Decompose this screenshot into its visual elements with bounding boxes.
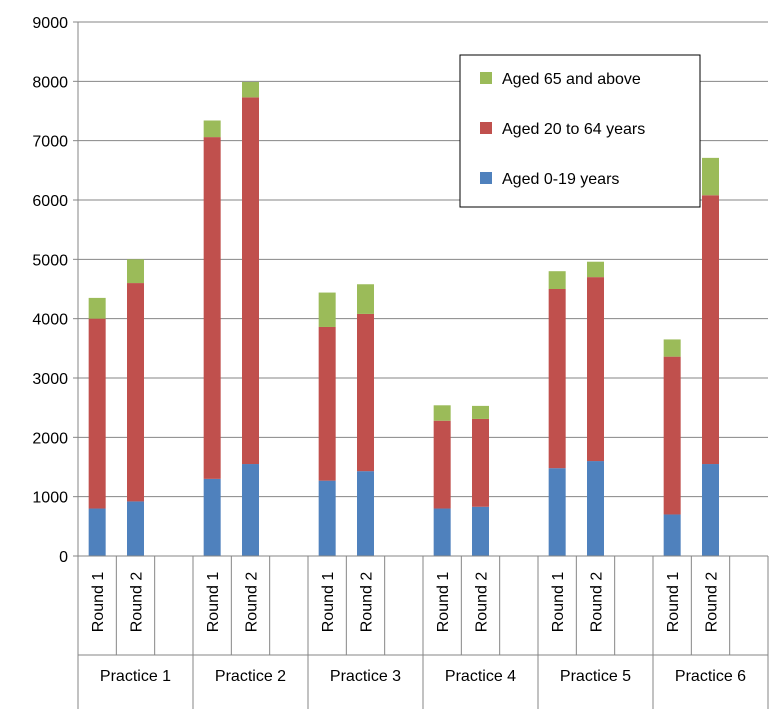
bar-segment	[88, 508, 106, 556]
practice-label: Practice 2	[215, 668, 286, 685]
bar-segment	[702, 464, 719, 556]
legend-label: Aged 65 and above	[502, 71, 641, 88]
bar-segment	[472, 418, 489, 507]
bar-segment	[548, 289, 566, 469]
practice-label: Practice 6	[675, 668, 746, 685]
grid-lines	[78, 21, 768, 498]
y-axis: 0 1000 2000 3000 4000 5000 6000 7000 8000 9000	[32, 15, 79, 566]
bar-segment	[242, 97, 259, 465]
bar-segment	[357, 313, 374, 472]
legend-label: Aged 0-19 years	[502, 171, 619, 188]
practice-label: Practice 3	[330, 668, 401, 685]
legend: Aged 65 and above Aged 20 to 64 years Aged…	[459, 54, 701, 208]
bar-segment	[663, 339, 681, 357]
y-tick-label: 3000	[32, 371, 68, 388]
round-label: Round 1	[90, 572, 107, 633]
bar-segment	[127, 283, 144, 502]
round-label: Round 1	[665, 572, 682, 633]
round-label: Round 2	[704, 572, 721, 633]
round-label: Round 1	[435, 572, 452, 633]
y-tick-label: 4000	[32, 312, 68, 329]
bar-segment	[702, 157, 719, 196]
bar-segment	[127, 501, 144, 556]
bar-segment	[242, 81, 259, 98]
bar-segment	[318, 326, 336, 481]
bar-segment	[587, 461, 604, 556]
round-label: Round 2	[359, 572, 376, 633]
y-tick-label: 8000	[32, 74, 68, 91]
bar-segment	[318, 480, 336, 556]
y-tick-label: 6000	[32, 193, 68, 210]
y-tick-label: 9000	[32, 15, 68, 32]
bar-segment	[663, 514, 681, 556]
y-tick-label: 7000	[32, 134, 68, 151]
round-label: Round 2	[129, 572, 146, 633]
y-tick-label: 2000	[32, 430, 68, 447]
bar-segment	[548, 468, 566, 556]
y-tick-label: 0	[59, 549, 68, 566]
bar-segment	[357, 471, 374, 556]
bar-segment	[88, 297, 106, 319]
round-label: Round 1	[205, 572, 222, 633]
bar-segment	[433, 420, 451, 509]
bar-segment	[433, 405, 451, 421]
bars	[88, 81, 719, 556]
round-label: Round 1	[320, 572, 337, 633]
bar-segment	[203, 478, 221, 556]
bar-segment	[88, 318, 106, 509]
practice-label: Practice 5	[560, 668, 631, 685]
bar-segment	[203, 120, 221, 138]
bar-segment	[318, 292, 336, 327]
bar-segment	[127, 259, 144, 284]
bar-segment	[587, 261, 604, 278]
legend-label: Aged 20 to 64 years	[502, 121, 645, 138]
round-label: Round 2	[589, 572, 606, 633]
legend-swatch	[480, 122, 492, 134]
bar-segment	[357, 284, 374, 314]
legend-swatch	[480, 172, 492, 184]
practice-label: Practice 1	[100, 668, 171, 685]
bar-segment	[433, 508, 451, 556]
bar-segment	[702, 195, 719, 465]
bar-segment	[587, 277, 604, 462]
practice-label: Practice 4	[445, 668, 516, 685]
y-tick-label: 1000	[32, 490, 68, 507]
round-label: Round 2	[244, 572, 261, 633]
round-label: Round 2	[474, 572, 491, 633]
bar-segment	[203, 137, 221, 479]
legend-box	[459, 54, 701, 208]
bar-segment	[663, 356, 681, 515]
y-tick-label: 5000	[32, 252, 68, 269]
legend-swatch	[480, 72, 492, 84]
bar-segment	[472, 405, 489, 419]
bar-segment	[472, 506, 489, 556]
bar-segment	[242, 464, 259, 556]
x-axis: Round 1 Round 2 Round 1 Round 2 Round 1 Round…	[77, 555, 769, 709]
round-label: Round 1	[550, 572, 567, 633]
bar-segment	[548, 271, 566, 289]
